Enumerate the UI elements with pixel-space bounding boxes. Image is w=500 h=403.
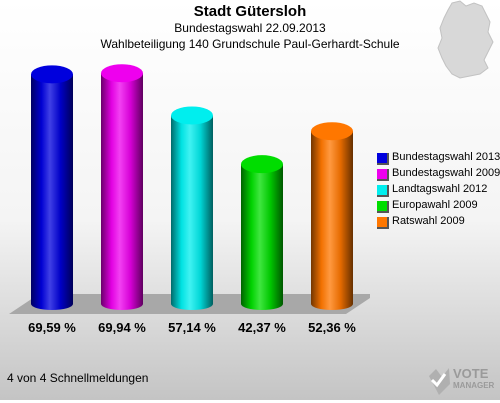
chart-subtitle-date: Bundestagswahl 22.09.2013 (174, 21, 326, 35)
value-label-3: 57,14 % (168, 320, 216, 335)
value-label-4: 42,37 % (238, 320, 286, 335)
bar-4 (241, 155, 283, 310)
bar-body-5 (311, 131, 353, 310)
vote-manager-logo: VOTE MANAGER (426, 362, 500, 400)
legend-swatch-2 (377, 169, 389, 181)
bar-cap-5 (311, 122, 353, 141)
bar-body-4 (241, 164, 283, 310)
logo-text-manager: MANAGER (453, 381, 495, 390)
bar-cap-2 (101, 64, 143, 83)
value-label-2: 69,94 % (98, 320, 146, 335)
chart-subtitle-turnout: Wahlbeteiligung 140 Grundschule Paul-Ger… (100, 37, 400, 51)
value-label-1: 69,59 % (28, 320, 76, 335)
legend-label-1: Bundestagswahl 2013 (392, 151, 500, 163)
bar-cap-3 (171, 106, 213, 125)
bar-body-3 (171, 115, 213, 310)
legend-label-4: Europawahl 2009 (392, 199, 478, 211)
legend-swatch-3 (377, 185, 389, 197)
legend-label-3: Landtagswahl 2012 (392, 183, 488, 195)
value-label-5: 52,36 % (308, 320, 356, 335)
footer-status: 4 von 4 Schnellmeldungen (7, 371, 149, 385)
legend-label-5: Ratswahl 2009 (392, 215, 465, 227)
bar-1 (31, 65, 73, 310)
germany-map-icon (437, 0, 494, 79)
checkmark-logo-icon (429, 368, 450, 395)
legend-swatch-5 (377, 217, 389, 229)
legend-swatch-4 (377, 201, 389, 213)
bar-3 (171, 106, 213, 310)
chart-title: Stadt Gütersloh (193, 3, 307, 20)
logo-text-vote: VOTE (453, 366, 489, 381)
bar-cap-1 (31, 65, 73, 84)
bar-5 (311, 122, 353, 310)
legend-swatch-1 (377, 153, 389, 165)
bar-chart: 69,59 % 69,94 % 57,14 % 42,37 % 52,36 % (9, 64, 370, 335)
bar-cap-4 (241, 155, 283, 174)
bar-body-1 (31, 74, 73, 310)
bar-2 (101, 64, 143, 310)
bar-body-2 (101, 73, 143, 310)
legend-label-2: Bundestagswahl 2009 (392, 167, 500, 179)
